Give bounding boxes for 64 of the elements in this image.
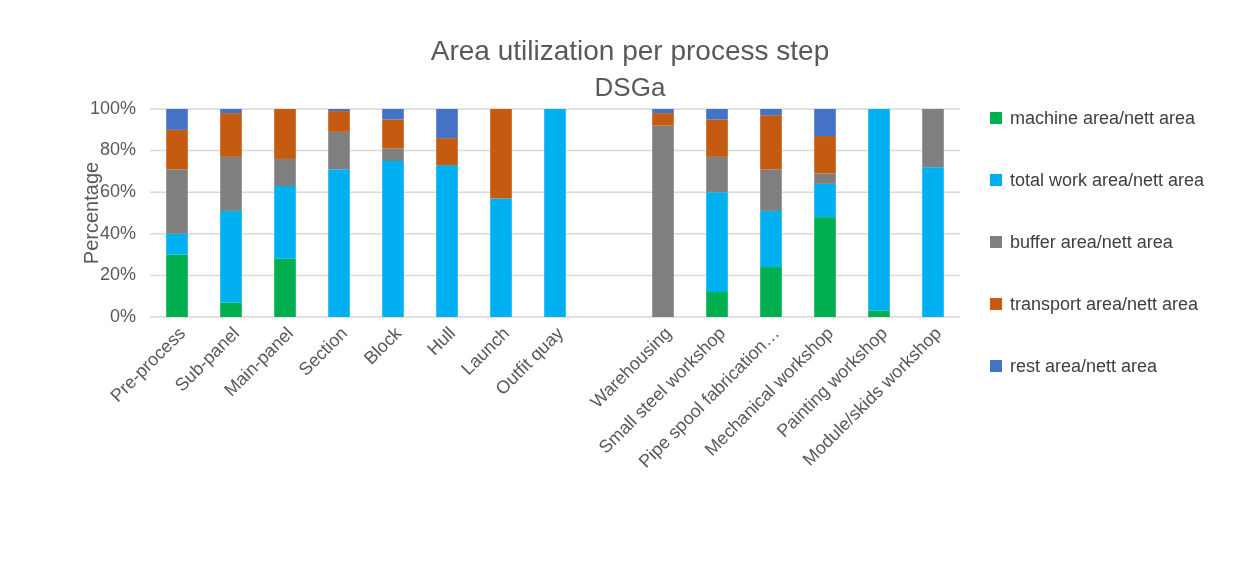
bar	[544, 109, 566, 317]
bar	[274, 109, 296, 159]
y-tick-label: 0%	[109, 305, 136, 326]
bar	[166, 169, 188, 234]
bar	[382, 109, 404, 120]
bar	[760, 210, 782, 268]
chart-title: Area utilization per process step	[430, 35, 830, 66]
bar	[382, 119, 404, 149]
legend-label: total work area/nett area	[1010, 169, 1206, 190]
bar	[814, 183, 836, 218]
bar	[382, 148, 404, 161]
y-axis-title: Percentage	[80, 161, 102, 265]
chart-subtitle: DSGa	[594, 72, 666, 102]
bar	[814, 136, 836, 174]
x-tick-label: Hull	[423, 323, 460, 360]
bar	[382, 161, 404, 317]
legend-label: transport area/nett area	[1010, 293, 1200, 314]
bar	[166, 233, 188, 255]
bar	[706, 109, 728, 120]
bar	[220, 109, 242, 114]
bar	[436, 165, 458, 317]
legend-label: machine area/nett area	[1010, 107, 1197, 128]
bar	[706, 119, 728, 157]
bar	[274, 185, 296, 259]
bar	[274, 158, 296, 186]
bar	[436, 138, 458, 166]
legend-label: buffer area/nett area	[1010, 231, 1174, 252]
bar	[922, 167, 944, 317]
bar	[436, 109, 458, 139]
bar	[652, 109, 674, 114]
bar	[652, 113, 674, 126]
bar	[760, 115, 782, 170]
bar	[760, 109, 782, 116]
bar	[328, 131, 350, 170]
bar	[490, 198, 512, 317]
bar	[166, 109, 188, 130]
bar	[760, 169, 782, 211]
bar	[706, 192, 728, 293]
y-tick-label: 80%	[99, 139, 136, 160]
bar	[220, 210, 242, 303]
legend-label: rest area/nett area	[1010, 355, 1159, 376]
bar	[922, 109, 944, 168]
y-tick-label: 100%	[89, 97, 136, 118]
bar	[706, 156, 728, 193]
bar	[328, 169, 350, 317]
bar	[868, 109, 890, 311]
bar	[490, 109, 512, 199]
bar	[814, 109, 836, 137]
bar	[274, 258, 296, 317]
bar	[706, 292, 728, 317]
bar	[220, 156, 242, 211]
bar	[868, 310, 890, 317]
bar	[220, 113, 242, 157]
bar	[652, 125, 674, 317]
bar	[328, 111, 350, 132]
bar	[220, 302, 242, 317]
bar	[166, 129, 188, 170]
bar	[814, 173, 836, 184]
y-tick-label: 20%	[99, 264, 136, 285]
y-tick-label: 40%	[99, 222, 136, 243]
bar	[166, 254, 188, 317]
bar	[328, 109, 350, 112]
bar	[760, 267, 782, 317]
bar	[814, 217, 836, 317]
